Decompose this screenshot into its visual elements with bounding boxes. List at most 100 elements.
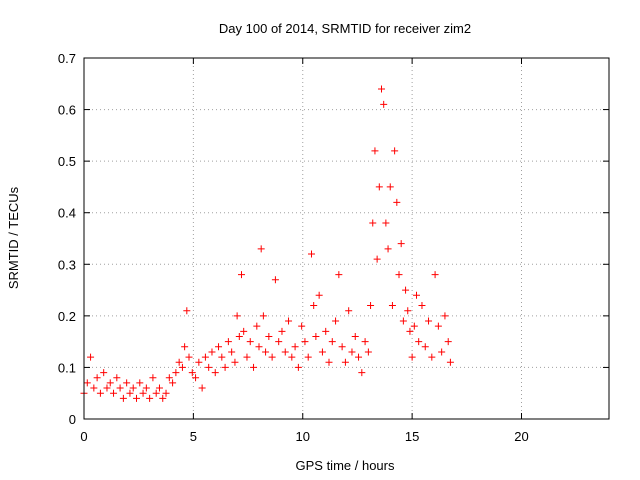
data-point <box>116 384 124 392</box>
data-point <box>87 353 95 361</box>
data-point <box>262 348 270 356</box>
data-point <box>183 307 191 315</box>
data-point <box>235 332 243 340</box>
data-point <box>271 276 279 284</box>
data-point <box>265 332 273 340</box>
data-point <box>351 332 359 340</box>
data-point <box>246 338 254 346</box>
data-point <box>195 358 203 366</box>
data-point <box>123 379 131 387</box>
data-point <box>188 369 196 377</box>
data-point <box>100 369 108 377</box>
data-point <box>371 147 379 155</box>
data-point <box>231 358 239 366</box>
data-point <box>380 100 388 108</box>
data-point <box>83 379 91 387</box>
data-point <box>410 322 418 330</box>
grid-lines <box>84 58 609 419</box>
data-point <box>159 394 167 402</box>
plot-frame <box>83 57 610 420</box>
data-points <box>80 85 454 402</box>
data-point <box>221 363 229 371</box>
data-point <box>240 327 248 335</box>
data-point <box>421 343 429 351</box>
data-point <box>308 250 315 258</box>
data-point <box>393 198 401 206</box>
data-point <box>382 219 390 227</box>
data-point <box>201 353 209 361</box>
data-point <box>106 379 114 387</box>
data-point <box>418 302 426 310</box>
data-point <box>304 353 312 361</box>
data-point <box>119 394 127 402</box>
data-point <box>181 343 189 351</box>
y-tick-label: 0.6 <box>58 103 76 118</box>
data-point <box>149 374 157 382</box>
data-point <box>233 312 241 320</box>
y-tick-label: 0.1 <box>58 360 76 375</box>
data-point <box>215 343 223 351</box>
data-point <box>162 389 170 397</box>
data-point <box>402 286 410 294</box>
data-point <box>355 353 363 361</box>
data-point <box>275 338 283 346</box>
data-point <box>136 379 144 387</box>
data-point <box>328 338 336 346</box>
y-tick-label: 0 <box>69 412 76 427</box>
data-point <box>243 353 251 361</box>
data-point <box>126 389 134 397</box>
data-point <box>172 369 180 377</box>
data-point <box>185 353 193 361</box>
data-point <box>253 322 261 330</box>
data-point <box>155 384 163 392</box>
y-tick-label: 0.5 <box>58 154 76 169</box>
data-point <box>93 374 101 382</box>
y-tick-label: 0.4 <box>58 206 76 221</box>
axis-ticks: 0 0.1 0.2 0.3 0.4 0.5 0.6 0.7 0 5 10 15 20 <box>58 51 609 444</box>
y-tick-label: 0.2 <box>58 309 76 324</box>
data-point <box>205 363 213 371</box>
data-point <box>152 389 160 397</box>
x-tick-label: 20 <box>514 429 528 444</box>
data-point <box>444 338 452 346</box>
data-point <box>291 343 299 351</box>
data-point <box>415 338 423 346</box>
data-point <box>318 348 326 356</box>
data-point <box>397 240 405 248</box>
data-point <box>198 384 206 392</box>
data-point <box>113 374 121 382</box>
data-point <box>294 363 302 371</box>
data-point <box>310 302 318 310</box>
data-point <box>367 302 375 310</box>
data-point <box>388 302 396 310</box>
data-point <box>178 363 186 371</box>
data-point <box>175 358 183 366</box>
data-point <box>312 332 320 340</box>
data-point <box>90 384 98 392</box>
data-point <box>192 374 200 382</box>
data-point <box>395 271 403 279</box>
data-point <box>425 317 433 325</box>
data-point <box>408 353 416 361</box>
data-point <box>211 369 219 377</box>
data-point <box>341 358 349 366</box>
data-point <box>345 307 353 315</box>
data-point <box>358 369 366 377</box>
data-point <box>169 379 177 387</box>
data-point <box>348 348 356 356</box>
data-point <box>110 389 118 397</box>
y-tick-label: 0.7 <box>58 51 76 66</box>
data-point <box>298 322 306 330</box>
data-point <box>378 85 385 93</box>
data-point <box>391 147 399 155</box>
data-point <box>373 255 381 263</box>
data-point <box>384 245 392 253</box>
data-point <box>364 348 372 356</box>
data-point <box>224 338 232 346</box>
data-point <box>369 219 377 227</box>
data-point <box>325 358 333 366</box>
data-point <box>441 312 449 320</box>
data-point <box>332 317 340 325</box>
data-point <box>259 312 267 320</box>
